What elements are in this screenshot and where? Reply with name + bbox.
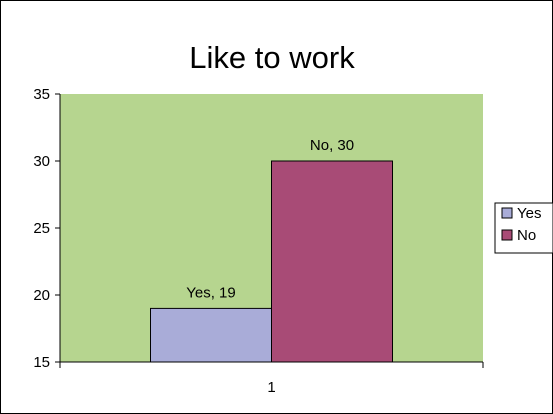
legend-label-yes: Yes <box>517 205 541 222</box>
y-tick-label: 35 <box>33 86 50 103</box>
bar-no <box>271 160 393 363</box>
legend-label-no: No <box>517 227 536 244</box>
y-tick-label: 25 <box>33 220 50 237</box>
y-tick-label: 30 <box>33 153 50 170</box>
y-tick-label: 20 <box>33 287 50 304</box>
data-label-no: No, 30 <box>310 137 354 154</box>
legend-swatch-no <box>501 229 513 241</box>
legend: Yes No <box>494 202 553 254</box>
y-tick-label: 15 <box>33 354 50 371</box>
data-label-yes: Yes, 19 <box>186 284 236 301</box>
legend-swatch-yes <box>501 207 513 219</box>
chart-title: Like to work <box>189 40 355 75</box>
bar-yes <box>150 307 272 363</box>
x-tick-label: 1 <box>267 379 275 396</box>
